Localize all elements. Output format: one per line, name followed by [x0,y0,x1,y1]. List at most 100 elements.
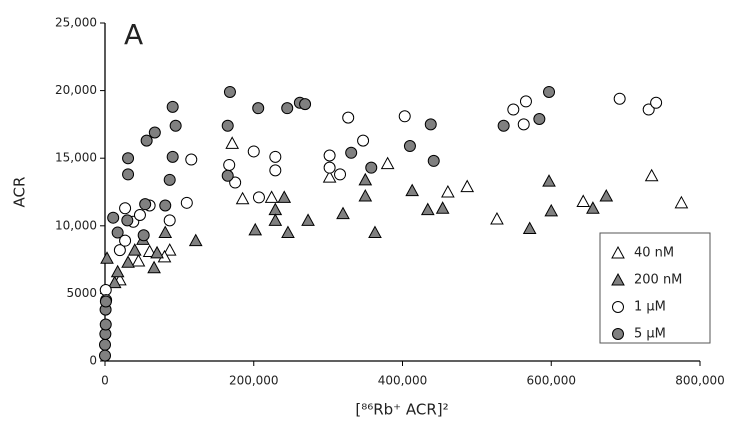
legend-marker [612,328,624,340]
data-point [148,126,161,139]
data-point [281,225,295,239]
data-point [586,201,600,214]
data-point [247,145,260,158]
data-point [99,338,111,351]
data-point [365,161,378,174]
data-point [133,208,146,221]
data-point [142,244,157,257]
y-axis-label: ACR [11,177,29,208]
data-point [163,173,176,186]
data-point [336,206,350,220]
data-point [517,118,530,131]
data-point [158,225,173,239]
data-point [127,243,142,256]
data-point [139,198,152,211]
data-point [576,194,591,207]
data-point [497,119,510,132]
data-point [357,134,370,147]
data-point [398,110,411,123]
legend-marker [612,301,624,313]
data-point [110,264,125,278]
data-point [613,92,626,105]
legend-label: 40 nM [634,246,674,261]
data-point [403,140,416,153]
data-point [264,190,279,203]
data-point [252,102,265,115]
data-point [252,191,265,204]
data-point [642,103,655,116]
y-tick-label: 20,000 [55,83,97,97]
y-tick-label: 15,000 [55,151,97,165]
data-point [490,211,504,225]
data-point [368,225,382,239]
data-point [301,213,315,226]
data-point [441,184,455,198]
data-point [107,211,120,224]
data-point [322,170,337,183]
y-tick-label: 5000 [66,286,97,300]
data-point [140,134,153,147]
data-point [119,202,132,215]
data-point [358,189,373,202]
data-point [644,168,659,182]
data-point [543,85,556,98]
data-point [100,251,114,264]
data-point [248,222,263,236]
data-point [674,195,689,209]
data-point [225,136,240,149]
data-point [435,201,450,214]
legend-label: 5 μM [634,327,666,342]
legend-marker [611,245,625,259]
data-point [334,168,347,181]
data-point [299,98,312,111]
data-point [223,85,236,98]
y-tick-label: 25,000 [55,16,97,30]
data-point [229,176,242,189]
data-point [119,234,132,247]
legend-label: 200 nM [634,273,682,288]
data-point [107,275,122,289]
data-point [342,111,355,124]
data-point [542,174,556,187]
data-point [99,349,111,362]
data-point [424,118,437,131]
data-point [122,168,135,181]
data-point [544,203,559,217]
data-point [269,150,282,163]
data-point [188,233,203,247]
panel-label: A [124,18,143,51]
x-tick-label: 200,000 [229,374,279,388]
data-point [599,189,614,202]
data-point [460,179,475,193]
data-point [121,255,135,268]
data-point [323,161,336,174]
data-point [131,253,146,267]
data-point [163,214,176,227]
data-point [420,202,435,216]
data-point [166,100,179,113]
data-point [185,153,198,166]
data-point [405,183,420,197]
legend-label: 1 μM [634,300,666,315]
data-point [235,191,250,205]
x-tick-label: 800,000 [675,374,725,388]
data-point [111,226,124,239]
data-point [159,199,172,212]
data-point [427,154,440,167]
data-point [223,158,236,171]
data-point [162,243,177,256]
data-point [99,284,112,297]
data-point [380,156,395,170]
data-point [169,119,182,132]
data-point [150,245,164,259]
y-tick-label: 0 [89,354,97,368]
data-point [358,172,373,186]
x-tick-label: 400,000 [378,374,428,388]
legend-marker [611,272,625,286]
data-point [180,196,193,209]
data-point [122,152,135,165]
data-point [147,260,161,274]
data-point [99,318,112,331]
data-point [99,295,112,308]
data-point [650,96,663,109]
